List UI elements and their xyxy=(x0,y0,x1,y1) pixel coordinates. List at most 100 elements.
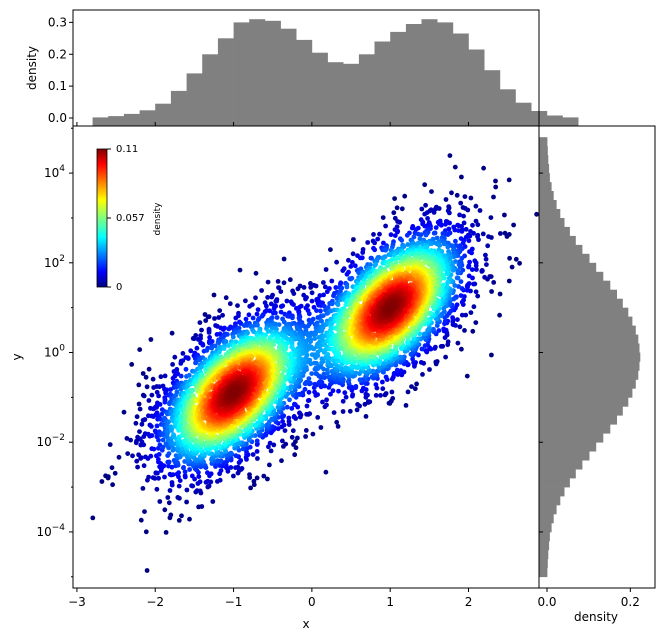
scatter-point xyxy=(318,347,323,353)
scatter-point xyxy=(189,473,195,479)
scatter-point xyxy=(445,339,451,345)
scatter-point xyxy=(254,449,260,454)
x-marginal-bar xyxy=(123,113,140,126)
x-marginal-tick-label: 0.2 xyxy=(48,47,67,61)
y-marginal-bar xyxy=(539,406,623,416)
y-marginal-bar xyxy=(539,316,633,326)
scatter-point xyxy=(475,222,481,228)
scatter-point xyxy=(177,478,183,483)
scatter-point xyxy=(497,312,502,318)
scatter-point xyxy=(411,234,417,240)
scatter-point xyxy=(269,294,275,300)
scatter-point xyxy=(169,330,175,336)
scatter-point xyxy=(149,433,155,438)
scatter-point xyxy=(331,293,336,299)
scatter-point xyxy=(154,423,160,429)
y-marginal-bar xyxy=(539,514,554,524)
scatter-point xyxy=(248,485,254,491)
scatter-point xyxy=(463,312,469,318)
scatter-point xyxy=(481,165,486,171)
scatter-point xyxy=(456,223,461,229)
scatter-point xyxy=(284,298,290,304)
scatter-point xyxy=(422,343,428,349)
scatter-point xyxy=(340,409,346,414)
scatter-point xyxy=(194,488,200,493)
scatter-point xyxy=(227,301,233,307)
y-marginal-bar xyxy=(539,496,561,506)
scatter-point xyxy=(340,398,346,404)
scatter-point xyxy=(168,512,174,518)
y-marginal-bar xyxy=(539,505,557,515)
x-marginal-bar xyxy=(421,19,438,127)
scatter-point xyxy=(468,310,474,315)
scatter-point xyxy=(442,315,448,320)
scatter-point xyxy=(321,292,326,298)
scatter-point xyxy=(506,278,512,284)
y-marginal-bar xyxy=(539,558,548,569)
scatter-point xyxy=(459,174,464,180)
scatter-point xyxy=(431,230,437,236)
y-marginal-bar xyxy=(539,298,623,308)
scatter-point xyxy=(323,267,329,272)
scatter-point xyxy=(482,274,487,280)
scatter-point xyxy=(350,392,356,397)
scatter-point xyxy=(453,238,458,244)
scatter-point xyxy=(172,354,178,360)
scatter-point xyxy=(135,464,141,470)
scatter-point xyxy=(216,340,222,346)
scatter-point xyxy=(289,434,295,440)
scatter-point xyxy=(419,346,425,352)
scatter-point xyxy=(142,509,147,514)
scatter-point xyxy=(321,303,327,309)
scatter-point xyxy=(142,417,148,422)
scatter-point xyxy=(373,393,379,398)
scatter-point xyxy=(383,374,389,380)
scatter-point xyxy=(225,332,230,337)
scatter-point xyxy=(238,458,244,463)
scatter-point xyxy=(265,295,270,300)
scatter-point xyxy=(317,379,323,385)
scatter-point xyxy=(365,240,371,245)
scatter-point xyxy=(335,302,341,308)
scatter-point xyxy=(464,283,470,289)
scatter-point xyxy=(243,316,249,322)
scatter-point xyxy=(394,205,400,211)
scatter-point xyxy=(352,263,358,269)
scatter-point xyxy=(292,336,298,342)
scatter-point xyxy=(154,389,160,395)
scatter-point xyxy=(471,304,477,310)
scatter-point xyxy=(278,309,284,315)
scatter-point xyxy=(367,262,373,267)
scatter-point xyxy=(454,275,460,281)
scatter-point xyxy=(247,472,252,477)
scatter-point xyxy=(464,373,470,379)
scatter-point xyxy=(279,414,285,420)
scatter-point xyxy=(436,206,442,211)
scatter-point xyxy=(461,213,466,219)
scatter-point xyxy=(167,488,173,493)
scatter-point xyxy=(290,428,296,434)
scatter-point xyxy=(193,437,199,443)
scatter-point xyxy=(313,371,319,377)
scatter-point xyxy=(235,303,240,308)
scatter-point xyxy=(280,419,285,424)
scatter-point xyxy=(517,260,522,266)
scatter-point xyxy=(244,446,250,451)
scatter-point xyxy=(211,292,217,298)
scatter-point xyxy=(283,441,289,447)
y-marginal-bar xyxy=(539,567,548,578)
scatter-point xyxy=(388,252,394,258)
scatter-point xyxy=(171,433,177,439)
scatter-point xyxy=(347,408,353,414)
scatter-point xyxy=(301,285,307,290)
scatter-point xyxy=(333,285,339,290)
x-marginal-bar xyxy=(546,115,563,126)
scatter-point xyxy=(285,391,291,397)
scatter-point xyxy=(206,314,212,320)
scatter-point xyxy=(229,325,234,330)
scatter-point xyxy=(169,480,175,485)
scatter-point xyxy=(397,219,403,225)
scatter-point xyxy=(447,153,453,159)
scatter-point xyxy=(457,212,462,218)
scatter-point xyxy=(176,483,182,489)
